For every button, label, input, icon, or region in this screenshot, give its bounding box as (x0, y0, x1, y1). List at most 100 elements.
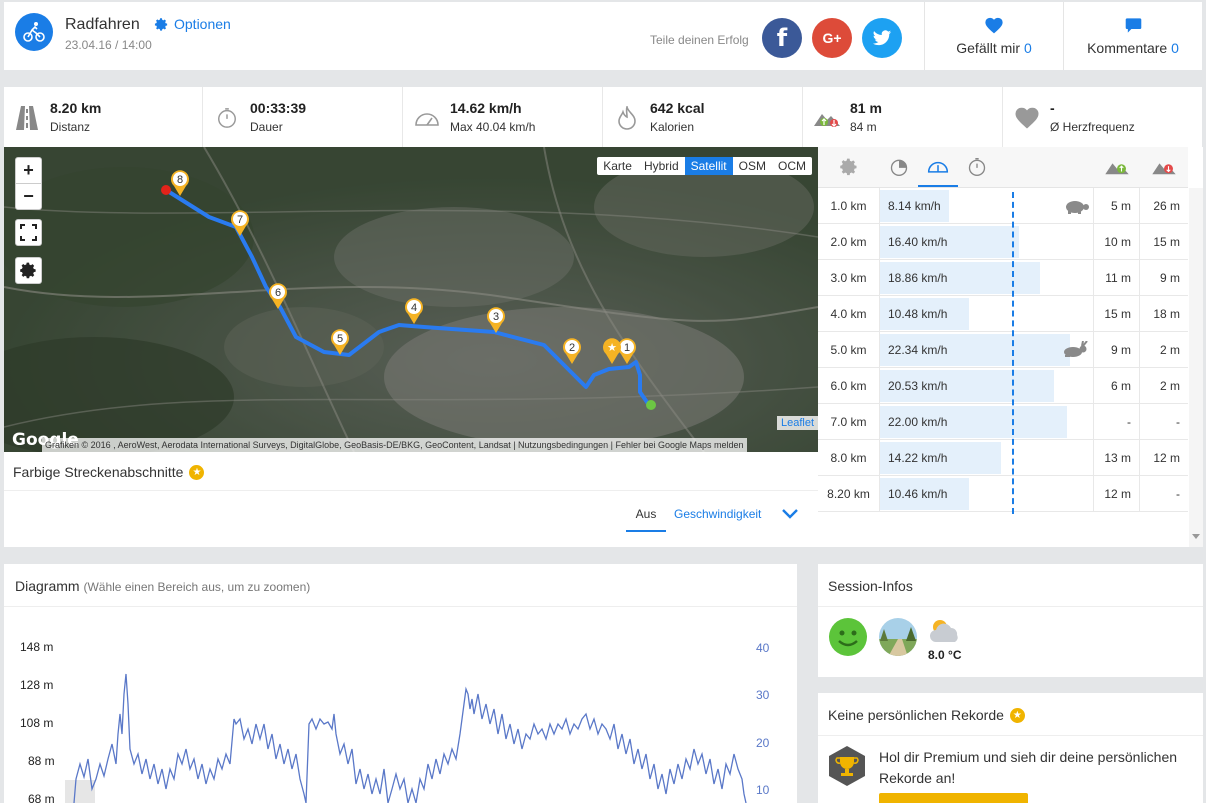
elevation-tick: 68 m (28, 792, 55, 803)
gear-icon (154, 17, 168, 31)
splits-table: 1.0 km 8.14 km/h 5 m 26 m 2.0 km 16.40 km/h 1… (818, 147, 1203, 547)
comment-icon (1125, 18, 1142, 33)
chevron-down-icon[interactable] (782, 507, 798, 522)
speed-tick: 20 (756, 736, 770, 750)
km-marker[interactable]: 8 (171, 170, 189, 196)
premium-button[interactable] (879, 793, 1028, 803)
trail-surface-icon (879, 618, 917, 656)
stat-label: Dauer (250, 120, 283, 134)
stat-label: Max 40.04 km/h (450, 120, 536, 134)
partly-cloudy-icon (930, 620, 958, 642)
stat-value: - (1050, 100, 1055, 116)
split-descent: 18 m (1153, 307, 1180, 321)
elevation-tick: 128 m (20, 678, 54, 692)
like-count: 0 (1023, 40, 1032, 56)
gear-icon[interactable] (818, 147, 880, 187)
speed-bar (880, 334, 1070, 366)
split-descent: 15 m (1153, 235, 1180, 249)
split-km: 8.0 km (818, 440, 880, 476)
split-km: 8.20 km (818, 476, 880, 512)
split-km: 1.0 km (818, 188, 880, 224)
comments-button[interactable]: Kommentare 0 (1064, 2, 1202, 70)
split-km: 5.0 km (818, 332, 880, 368)
pace-tab-icon[interactable] (880, 147, 918, 187)
stat-value: 00:33:39 (250, 100, 307, 116)
split-speed: 22.34 km/h (888, 343, 948, 357)
tab-speed[interactable]: Geschwindigkeit (674, 507, 762, 521)
km-marker[interactable]: 6 (269, 283, 287, 309)
km-marker[interactable]: 1 (618, 338, 636, 364)
zoom-out-button[interactable]: − (15, 183, 42, 210)
split-ascent: 15 m (1093, 296, 1140, 332)
km-marker[interactable]: 5 (331, 329, 349, 355)
svg-text:4: 4 (411, 302, 417, 314)
svg-text:3: 3 (493, 311, 499, 323)
split-speed: 20.53 km/h (888, 379, 948, 393)
speed-tick: 10 (756, 783, 770, 797)
divider (4, 490, 818, 491)
chevron-down-icon[interactable] (1192, 534, 1200, 540)
split-descent: 2 m (1159, 343, 1180, 357)
speed-tab-icon[interactable] (918, 147, 958, 187)
fullscreen-button[interactable] (15, 219, 42, 246)
activity-date: 23.04.16 / 14:00 (65, 38, 152, 52)
duration-tab-icon[interactable] (958, 147, 996, 187)
split-speed: 10.48 km/h (888, 307, 948, 321)
km-marker[interactable]: 2 (563, 338, 581, 364)
scrollbar[interactable] (1189, 188, 1203, 547)
split-speed: 14.22 km/h (888, 451, 948, 465)
ascent-column-icon[interactable] (1093, 147, 1140, 187)
activity-title: Radfahren (65, 16, 140, 33)
stat-speed: 14.62 km/h Max 40.04 km/h (404, 87, 603, 147)
split-km: 6.0 km (818, 368, 880, 404)
table-row: 8.20 km 10.46 km/h 12 m - (818, 476, 1188, 512)
layer-karte[interactable]: Karte (603, 159, 632, 173)
stat-elevation: 81 m 84 m (804, 87, 1003, 147)
speed-bar (880, 442, 1001, 474)
layer-ocm[interactable]: OCM (778, 159, 806, 173)
stat-label: Distanz (50, 120, 91, 134)
split-speed: 10.46 km/h (888, 487, 948, 501)
table-row: 8.0 km 14.22 km/h 13 m 12 m (818, 440, 1188, 476)
trophy-icon (829, 746, 865, 786)
stat-calories: 642 kcal Kalorien (604, 87, 803, 147)
layer-hybrid[interactable]: Hybrid (643, 159, 679, 173)
divider (818, 735, 1203, 736)
split-descent: 26 m (1153, 199, 1180, 213)
km-marker[interactable]: 3 (487, 307, 505, 333)
table-row: 3.0 km 18.86 km/h 11 m 9 m (818, 260, 1188, 296)
options-button[interactable]: Optionen (154, 16, 231, 32)
table-row: 7.0 km 22.00 km/h - - (818, 404, 1188, 440)
map-layer-switcher: Karte Hybrid Satellit OSM OCM (597, 157, 812, 175)
tab-off[interactable]: Aus (626, 499, 666, 532)
elevation-speed-chart[interactable] (4, 564, 797, 803)
table-row: 4.0 km 10.48 km/h 15 m 18 m (818, 296, 1188, 332)
max-speed-star-icon: ★ (603, 338, 621, 364)
split-ascent: 5 m (1093, 188, 1140, 224)
speed-bar (880, 190, 949, 222)
cycling-icon (15, 13, 53, 51)
descent-column-icon[interactable] (1140, 147, 1188, 187)
speed-tick: 40 (756, 641, 770, 655)
km-marker[interactable]: 4 (405, 298, 423, 324)
facebook-share-button[interactable]: f (762, 18, 802, 58)
speed-bar (880, 370, 1054, 402)
google-plus-share-button[interactable]: G+ (812, 18, 852, 58)
elevation-tick: 108 m (20, 716, 54, 730)
split-descent: - (1176, 415, 1180, 429)
layer-satellit[interactable]: Satellit (684, 157, 733, 175)
leaflet-link[interactable]: Leaflet (776, 416, 818, 430)
map-settings-button[interactable] (15, 257, 42, 284)
like-button[interactable]: Gefällt mir 0 (925, 2, 1063, 70)
premium-star-icon: ★ (1009, 707, 1025, 723)
records-panel: Keine persönlichen Rekorde ★ Hol dir Prem… (818, 693, 1203, 803)
route-map[interactable]: 1 2 3 4 5 6 7 8 ★ + − Karte Hybrid Satel… (4, 147, 818, 452)
split-descent: 2 m (1159, 379, 1180, 393)
twitter-share-button[interactable] (862, 18, 902, 58)
happy-mood-icon (829, 618, 867, 656)
km-marker[interactable]: 7 (231, 210, 249, 236)
layer-osm[interactable]: OSM (738, 159, 766, 173)
zoom-in-button[interactable]: + (15, 157, 42, 184)
diagram-hint: (Wähle einen Bereich aus, um zu zoomen) (83, 580, 311, 594)
heart-icon (985, 17, 1003, 34)
